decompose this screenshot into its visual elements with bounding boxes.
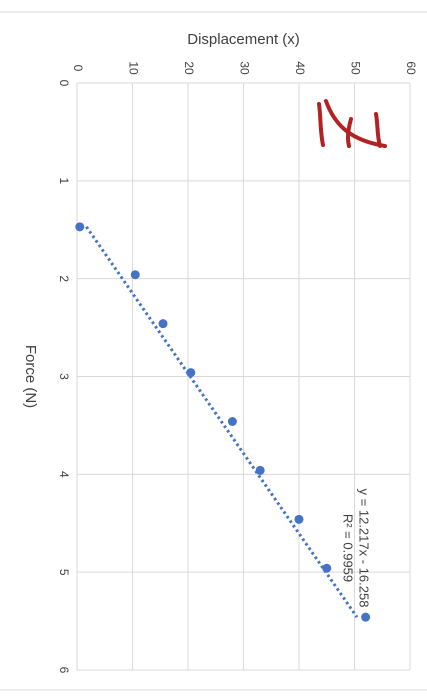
displacement-tick-label: 20 xyxy=(182,61,196,75)
force-tick-label: 6 xyxy=(57,667,71,674)
data-point xyxy=(227,417,237,427)
trendline xyxy=(85,225,359,619)
r-squared-label: R² = 0.9959 xyxy=(341,514,356,582)
displacement-tick-label: 30 xyxy=(237,61,251,75)
handwritten-letter-e-annotation xyxy=(317,99,387,148)
x-axis-title: Force (N) xyxy=(22,345,39,408)
data-point xyxy=(294,514,304,524)
force-tick-label: 3 xyxy=(57,373,71,380)
data-point xyxy=(158,319,168,329)
force-tick-label: 1 xyxy=(57,177,71,184)
data-point xyxy=(322,563,332,573)
force-tick-label: 5 xyxy=(57,569,71,576)
trendline-group xyxy=(85,225,359,619)
data-point xyxy=(186,368,196,378)
displacement-tick-label: 60 xyxy=(404,61,418,75)
displacement-tick-label: 50 xyxy=(348,61,362,75)
displacement-tick-label: 40 xyxy=(293,61,307,75)
data-point xyxy=(130,270,140,280)
gridlines xyxy=(76,82,411,671)
force-tick-label: 2 xyxy=(57,275,71,282)
force-tick-label: 0 xyxy=(57,80,71,87)
force-tick-label: 4 xyxy=(57,471,71,478)
displacement-tick-label: 10 xyxy=(126,61,140,75)
data-point xyxy=(255,465,265,475)
trendline-equation: y = 12.217x - 16.258 xyxy=(357,489,372,608)
displacement-tick-label: 0 xyxy=(71,65,85,72)
data-points xyxy=(75,222,371,622)
data-point xyxy=(361,612,371,622)
axis-titles: Force (N) Displacement (x) xyxy=(22,31,300,408)
y-axis-title: Displacement (x) xyxy=(187,31,300,48)
data-point xyxy=(75,222,85,232)
